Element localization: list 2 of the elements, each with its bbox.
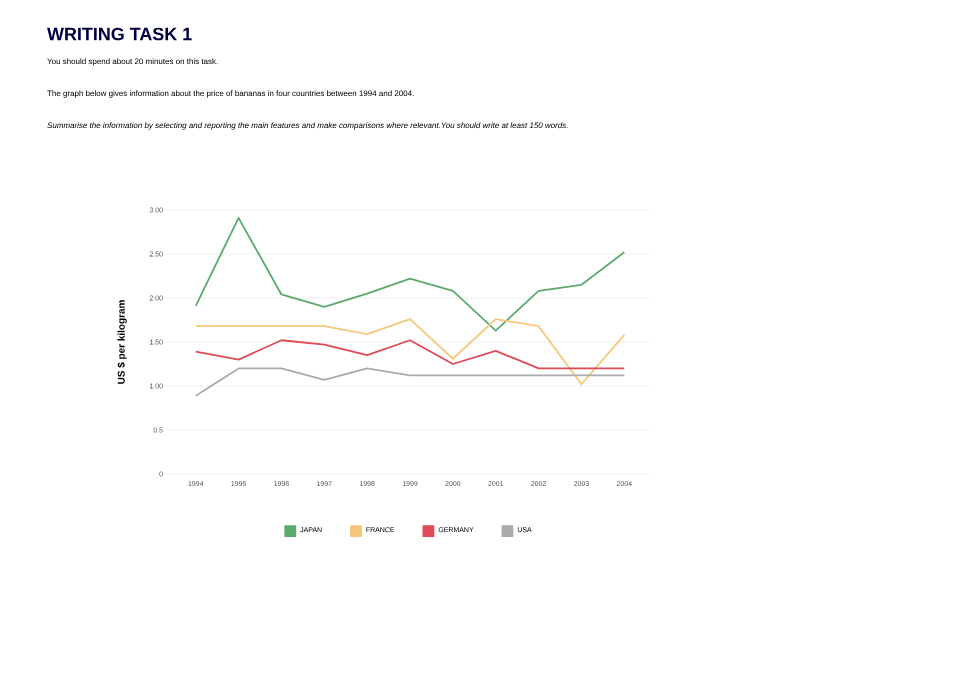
chart-title: WRITING TASK 1 bbox=[47, 27, 192, 41]
line-series bbox=[194, 217, 626, 332]
